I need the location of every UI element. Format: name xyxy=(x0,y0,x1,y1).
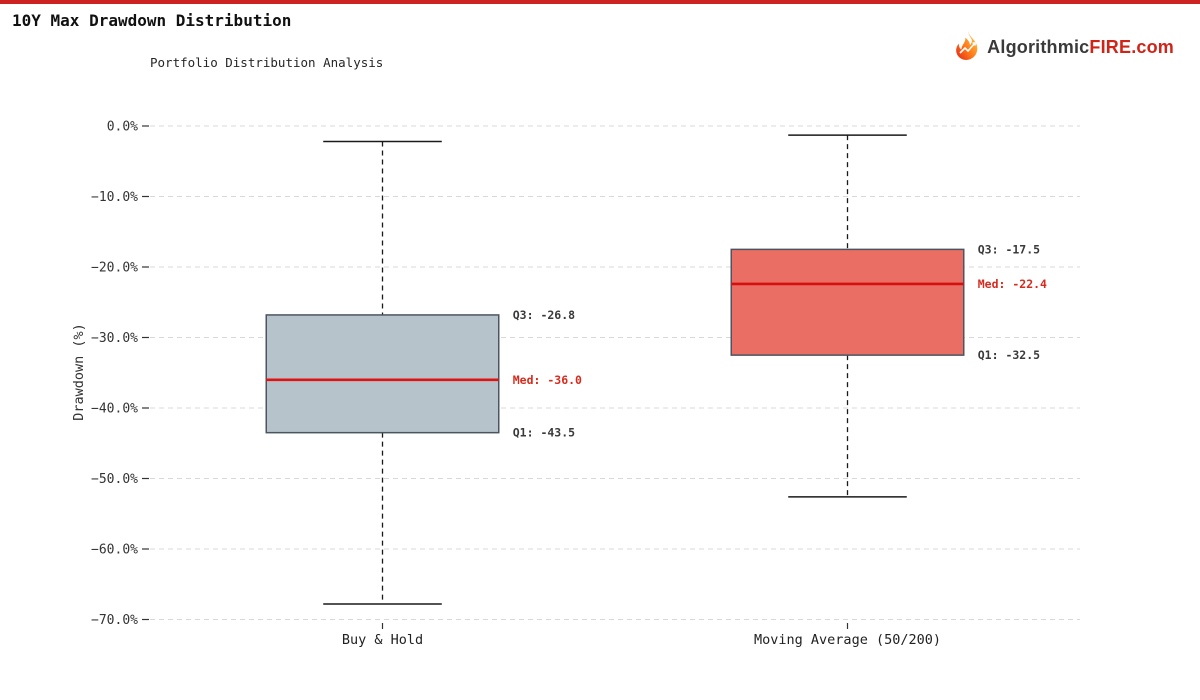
y-tick-label: −30.0% xyxy=(91,331,138,346)
median-annotation: Med: -22.4 xyxy=(978,277,1047,291)
top-accent-bar xyxy=(0,0,1200,4)
flame-icon xyxy=(956,31,978,60)
q3-annotation: Q3: -26.8 xyxy=(513,308,575,322)
brand-logo[interactable]: AlgorithmicFIRE.com xyxy=(954,30,1174,64)
brand-highlight: FIRE xyxy=(1089,36,1132,57)
y-tick-label: −70.0% xyxy=(91,613,138,628)
chart-subtitle: Portfolio Distribution Analysis xyxy=(150,55,384,70)
y-tick-label: −20.0% xyxy=(91,261,138,276)
q1-annotation: Q1: -32.5 xyxy=(978,348,1040,362)
y-tick-label: −40.0% xyxy=(91,402,138,417)
median-annotation: Med: -36.0 xyxy=(513,373,582,387)
x-category-label: Buy & Hold xyxy=(342,632,423,648)
x-category-label: Moving Average (50/200) xyxy=(754,632,941,648)
q1-annotation: Q1: -43.5 xyxy=(513,426,575,440)
page-title: 10Y Max Drawdown Distribution xyxy=(12,11,292,30)
brand-prefix: Algorithmic xyxy=(987,36,1090,57)
brand-text: AlgorithmicFIRE.com xyxy=(987,37,1174,58)
iqr-box xyxy=(265,314,500,434)
iqr-box xyxy=(730,248,965,356)
y-tick-label: −10.0% xyxy=(91,190,138,205)
y-tick-label: −50.0% xyxy=(91,472,138,487)
brand-suffix: .com xyxy=(1131,36,1174,57)
q3-annotation: Q3: -17.5 xyxy=(978,242,1040,256)
y-tick-label: 0.0% xyxy=(107,120,138,135)
y-tick-label: −60.0% xyxy=(91,543,138,558)
